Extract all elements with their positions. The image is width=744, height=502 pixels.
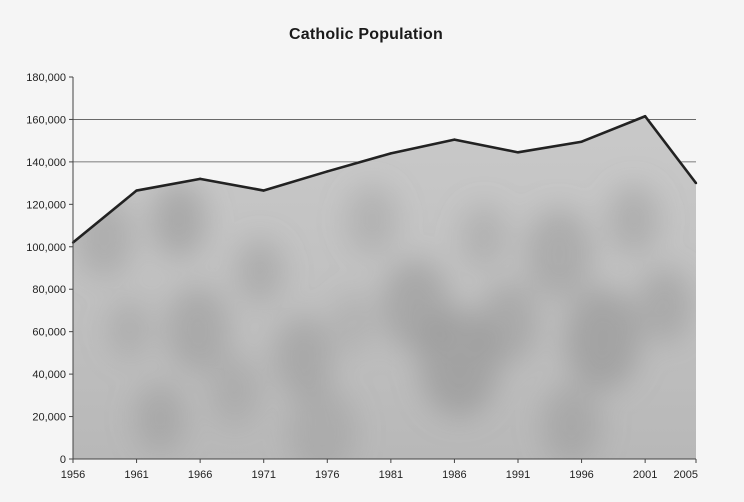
data-point-1976 <box>326 170 329 173</box>
x-axis-ticks: 1956 1961 1966 1971 1976 1981 1986 1991 1996 2001… <box>61 459 698 481</box>
data-point-1986 <box>453 138 456 141</box>
x-tick-label: 1966 <box>188 469 212 481</box>
x-tick-label: 1961 <box>124 469 148 481</box>
x-tick-label: 1981 <box>379 469 403 481</box>
data-point-1981 <box>389 152 393 155</box>
y-tick-label: 80,000 <box>32 284 66 296</box>
y-tick-label: 20,000 <box>32 412 66 424</box>
y-tick-label: 60,000 <box>32 327 66 339</box>
data-point-2001 <box>643 115 647 118</box>
x-tick-label: 1956 <box>61 469 85 481</box>
data-point-1966 <box>198 177 202 181</box>
data-point-1991 <box>516 151 520 154</box>
chart-title: Catholic Population <box>288 26 444 43</box>
y-tick-label: 180,000 <box>26 72 66 84</box>
y-tick-label: 100,000 <box>26 242 66 254</box>
data-point-2005 <box>694 181 698 185</box>
x-tick-label: 1996 <box>569 469 593 481</box>
area-series <box>71 114 698 459</box>
y-tick-label: 40,000 <box>32 369 66 381</box>
x-tick-label: 1991 <box>506 469 530 481</box>
data-point-1996 <box>580 140 583 143</box>
data-point-1961 <box>135 189 138 192</box>
y-tick-label: 160,000 <box>26 114 66 126</box>
x-tick-label: 1976 <box>315 469 339 481</box>
axes <box>72 77 696 460</box>
y-tick-label: 140,000 <box>26 157 66 169</box>
area-texture <box>74 181 693 459</box>
y-axis-ticks: 0 20,000 40,000 60,000 80,000 100,000 120,000 1… <box>26 72 73 466</box>
x-tick-label: 1986 <box>442 469 466 481</box>
y-tick-label: 120,000 <box>26 199 66 211</box>
x-tick-label: 2005 <box>674 469 698 481</box>
data-point-1971 <box>262 189 265 192</box>
y-tick-label: 0 <box>60 454 66 466</box>
x-tick-label: 2001 <box>633 469 657 481</box>
x-tick-label: 1971 <box>251 469 275 481</box>
